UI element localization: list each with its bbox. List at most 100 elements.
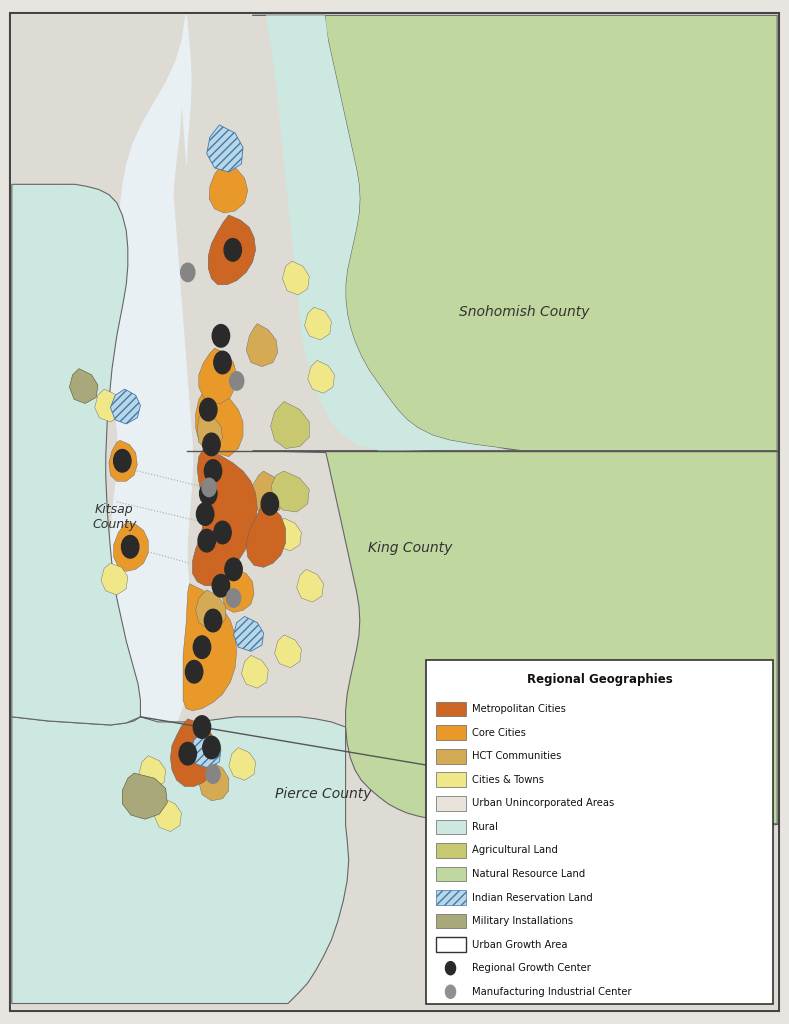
- Text: Metropolitan Cities: Metropolitan Cities: [472, 705, 566, 714]
- Circle shape: [203, 433, 220, 456]
- Text: Pierce County: Pierce County: [275, 786, 372, 801]
- Polygon shape: [251, 471, 284, 514]
- Text: Cities & Towns: Cities & Towns: [472, 775, 544, 784]
- Text: Snohomish County: Snohomish County: [459, 305, 590, 319]
- Bar: [436, 772, 466, 787]
- Circle shape: [204, 460, 222, 482]
- Bar: [436, 866, 466, 882]
- Polygon shape: [207, 125, 243, 172]
- Polygon shape: [252, 15, 777, 459]
- Polygon shape: [196, 590, 226, 629]
- Bar: [436, 701, 466, 717]
- Circle shape: [198, 529, 215, 552]
- FancyBboxPatch shape: [426, 660, 773, 1004]
- Polygon shape: [180, 15, 192, 164]
- Polygon shape: [114, 522, 148, 571]
- Polygon shape: [101, 563, 128, 595]
- Bar: [436, 725, 466, 740]
- Circle shape: [200, 398, 217, 421]
- Circle shape: [206, 765, 220, 783]
- Circle shape: [446, 962, 455, 975]
- Bar: [436, 819, 466, 835]
- Circle shape: [212, 325, 230, 347]
- Circle shape: [185, 660, 203, 683]
- Polygon shape: [297, 569, 323, 602]
- Circle shape: [203, 736, 220, 759]
- Polygon shape: [209, 164, 248, 213]
- Text: King County: King County: [368, 541, 452, 555]
- Text: Regional Growth Center: Regional Growth Center: [472, 964, 591, 973]
- Polygon shape: [229, 748, 256, 780]
- Polygon shape: [155, 799, 181, 831]
- Polygon shape: [234, 616, 264, 651]
- Polygon shape: [170, 719, 218, 786]
- Polygon shape: [197, 412, 222, 449]
- Circle shape: [202, 478, 216, 497]
- Text: Military Installations: Military Installations: [472, 916, 573, 926]
- Bar: [436, 796, 466, 811]
- Circle shape: [179, 742, 196, 765]
- Polygon shape: [95, 389, 122, 422]
- Text: Agricultural Land: Agricultural Land: [472, 846, 558, 855]
- Bar: [436, 749, 466, 764]
- Polygon shape: [69, 369, 98, 403]
- Polygon shape: [308, 360, 335, 393]
- Polygon shape: [12, 184, 140, 725]
- Circle shape: [122, 536, 139, 558]
- Polygon shape: [271, 401, 309, 449]
- Text: Manufacturing Industrial Center: Manufacturing Industrial Center: [472, 987, 631, 996]
- Polygon shape: [282, 261, 309, 295]
- Circle shape: [114, 450, 131, 472]
- Text: Regional Geographies: Regional Geographies: [527, 673, 672, 686]
- Bar: [436, 937, 466, 952]
- Circle shape: [181, 263, 195, 282]
- Text: Urban Unincorporated Areas: Urban Unincorporated Areas: [472, 799, 614, 808]
- Polygon shape: [139, 756, 166, 788]
- Circle shape: [446, 985, 455, 998]
- Circle shape: [214, 351, 231, 374]
- Polygon shape: [196, 389, 243, 457]
- Polygon shape: [275, 635, 301, 668]
- Polygon shape: [109, 440, 137, 481]
- Polygon shape: [222, 569, 254, 612]
- Polygon shape: [101, 15, 193, 737]
- Bar: [436, 913, 466, 929]
- Text: Indian Reservation Land: Indian Reservation Land: [472, 893, 593, 902]
- Polygon shape: [191, 733, 221, 768]
- Bar: [436, 843, 466, 858]
- Polygon shape: [208, 215, 256, 285]
- Text: Rural: Rural: [472, 822, 498, 831]
- Polygon shape: [252, 451, 777, 829]
- Circle shape: [214, 521, 231, 544]
- Circle shape: [225, 558, 242, 581]
- Circle shape: [261, 493, 279, 515]
- Circle shape: [193, 716, 211, 738]
- Bar: [436, 890, 466, 905]
- Polygon shape: [110, 389, 140, 424]
- Polygon shape: [271, 471, 309, 512]
- Polygon shape: [249, 15, 505, 451]
- Polygon shape: [246, 502, 286, 567]
- Circle shape: [196, 503, 214, 525]
- Polygon shape: [12, 717, 349, 1004]
- Circle shape: [204, 609, 222, 632]
- Polygon shape: [183, 584, 237, 711]
- Circle shape: [224, 239, 241, 261]
- Polygon shape: [122, 773, 167, 819]
- Polygon shape: [193, 449, 257, 586]
- Polygon shape: [246, 324, 278, 367]
- Text: Urban Growth Area: Urban Growth Area: [472, 940, 567, 949]
- Polygon shape: [199, 762, 229, 801]
- Circle shape: [200, 482, 217, 505]
- Text: HCT Communities: HCT Communities: [472, 752, 561, 761]
- Circle shape: [226, 589, 241, 607]
- Polygon shape: [46, 184, 71, 701]
- Circle shape: [212, 574, 230, 597]
- Text: Core Cities: Core Cities: [472, 728, 525, 737]
- Polygon shape: [275, 518, 301, 551]
- Polygon shape: [199, 348, 237, 403]
- Circle shape: [193, 636, 211, 658]
- Text: Kitsap
County: Kitsap County: [92, 503, 136, 531]
- Text: Natural Resource Land: Natural Resource Land: [472, 869, 585, 879]
- Circle shape: [230, 372, 244, 390]
